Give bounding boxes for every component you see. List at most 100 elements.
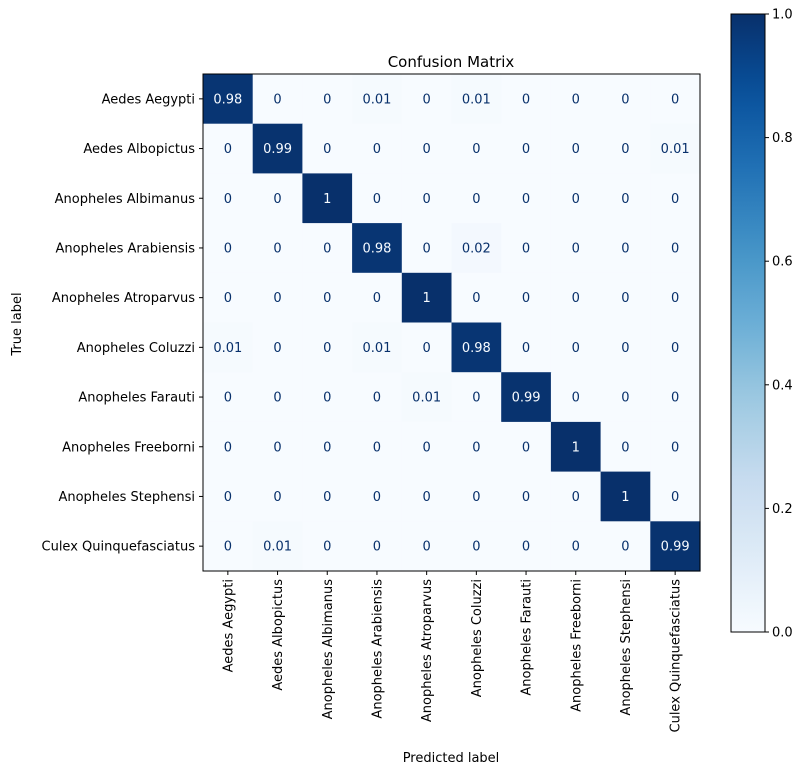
heatmap-cell xyxy=(451,272,502,324)
y-tick-label: Anopheles Atroparvus xyxy=(52,291,195,306)
heatmap-cell xyxy=(401,223,453,274)
cell-value-label: 0 xyxy=(671,92,679,107)
cell-value-label: 0 xyxy=(472,490,480,505)
cell-value-label: 0 xyxy=(273,241,281,256)
cell-value-label: 0 xyxy=(621,391,629,406)
cell-value-label: 0 xyxy=(373,440,381,455)
heatmap-cell xyxy=(451,471,502,522)
heatmap-cell xyxy=(302,123,353,174)
cell-value-label: 0 xyxy=(522,490,530,505)
y-tick-label: Anopheles Coluzzi xyxy=(77,341,195,356)
heatmap-cell xyxy=(550,372,602,423)
heatmap-cell xyxy=(302,223,353,274)
cell-value-label: 0.01 xyxy=(412,391,441,406)
heatmap-cell xyxy=(550,471,602,522)
heatmap-cell xyxy=(252,521,303,572)
heatmap-cell xyxy=(302,521,353,572)
cell-value-label: 0 xyxy=(671,341,679,356)
y-tick-label: Anopheles Farauti xyxy=(78,391,195,406)
heatmap-cell xyxy=(550,421,602,473)
cell-value-label: 0 xyxy=(423,142,431,157)
cell-value-label: 0 xyxy=(671,241,679,256)
heatmap-cell xyxy=(401,74,453,125)
heatmap-cell xyxy=(401,521,453,572)
heatmap-cell xyxy=(501,223,552,274)
x-tick-label: Anopheles Stephensi xyxy=(619,579,634,716)
cell-value-label: 0 xyxy=(621,341,629,356)
colorbar-tick-label: 0.6 xyxy=(772,255,793,270)
cell-value-label: 0 xyxy=(323,540,331,555)
x-tick-label: Anopheles Arabiensis xyxy=(370,579,385,719)
heatmap-cell xyxy=(252,74,303,125)
heatmap-cell xyxy=(501,471,552,522)
cell-value-label: 1 xyxy=(423,291,431,306)
x-tick-label: Anopheles Atroparvus xyxy=(420,579,435,722)
cell-value-label: 0.01 xyxy=(213,341,242,356)
cell-value-label: 0 xyxy=(373,490,381,505)
colorbar-tick-label: 1.0 xyxy=(772,8,793,23)
heatmap-cell xyxy=(451,521,502,572)
cell-value-label: 1 xyxy=(323,192,331,207)
colorbar-tick-label: 0.4 xyxy=(772,378,793,393)
heatmap-cell xyxy=(451,74,502,125)
heatmap-cell xyxy=(352,421,403,473)
cell-value-label: 0.99 xyxy=(512,391,541,406)
plot-frame xyxy=(202,73,701,572)
cell-value-label: 0 xyxy=(423,192,431,207)
cell-value-label: 0.98 xyxy=(362,241,391,256)
cell-value-label: 0 xyxy=(224,540,232,555)
heatmap-cell xyxy=(501,74,552,125)
heatmap-cell xyxy=(203,421,254,473)
cell-value-label: 0 xyxy=(273,391,281,406)
cell-value-label: 0 xyxy=(224,440,232,455)
heatmap-cell xyxy=(401,173,453,224)
heatmap-cell xyxy=(451,372,502,423)
heatmap-cell xyxy=(501,421,552,473)
x-tick-label: Anopheles Coluzzi xyxy=(470,579,485,697)
y-tick-label: Anopheles Albimanus xyxy=(55,192,196,207)
cell-value-label: 0 xyxy=(224,192,232,207)
cell-value-label: 0 xyxy=(273,440,281,455)
colorbar-tick-label: 0.2 xyxy=(772,502,793,517)
heatmap-cell xyxy=(550,521,602,572)
cell-value-label: 0 xyxy=(572,490,580,505)
heatmap-cell xyxy=(501,123,552,174)
heatmap-cell xyxy=(252,173,303,224)
cell-value-label: 1 xyxy=(572,440,580,455)
cell-value-label: 0.99 xyxy=(661,540,690,555)
cell-value-label: 0 xyxy=(323,440,331,455)
cell-value-label: 0 xyxy=(671,391,679,406)
cell-value-label: 0 xyxy=(373,142,381,157)
cell-value-label: 0 xyxy=(621,192,629,207)
cell-value-label: 1 xyxy=(621,490,629,505)
heatmap-cell xyxy=(252,272,303,324)
cell-value-label: 0 xyxy=(621,241,629,256)
cell-value-label: 0 xyxy=(373,192,381,207)
heatmap-cell xyxy=(550,123,602,174)
heatmap-cell xyxy=(600,322,651,373)
heatmap-cell xyxy=(352,173,403,224)
cell-value-label: 0 xyxy=(224,241,232,256)
heatmap-cell xyxy=(302,173,353,224)
cell-value-label: 0 xyxy=(323,241,331,256)
cell-value-label: 0 xyxy=(522,192,530,207)
heatmap-cell xyxy=(650,74,701,125)
cell-value-label: 0 xyxy=(323,490,331,505)
heatmap-cell xyxy=(352,123,403,174)
cell-value-label: 0.01 xyxy=(661,142,690,157)
heatmap-cell xyxy=(252,421,303,473)
heatmap-cell xyxy=(501,173,552,224)
heatmap-cell xyxy=(550,74,602,125)
cell-value-label: 0 xyxy=(572,241,580,256)
cell-value-label: 0 xyxy=(423,540,431,555)
cell-value-label: 0 xyxy=(373,391,381,406)
cell-value-label: 0 xyxy=(671,490,679,505)
cell-value-label: 0 xyxy=(224,291,232,306)
heatmap-cell xyxy=(650,322,701,373)
cell-value-label: 0 xyxy=(572,291,580,306)
y-tick-label: Aedes Albopictus xyxy=(83,142,195,157)
x-tick-label: Anopheles Farauti xyxy=(520,579,535,696)
cell-value-label: 0 xyxy=(323,391,331,406)
cell-value-label: 0 xyxy=(224,142,232,157)
heatmap-cell xyxy=(252,223,303,274)
